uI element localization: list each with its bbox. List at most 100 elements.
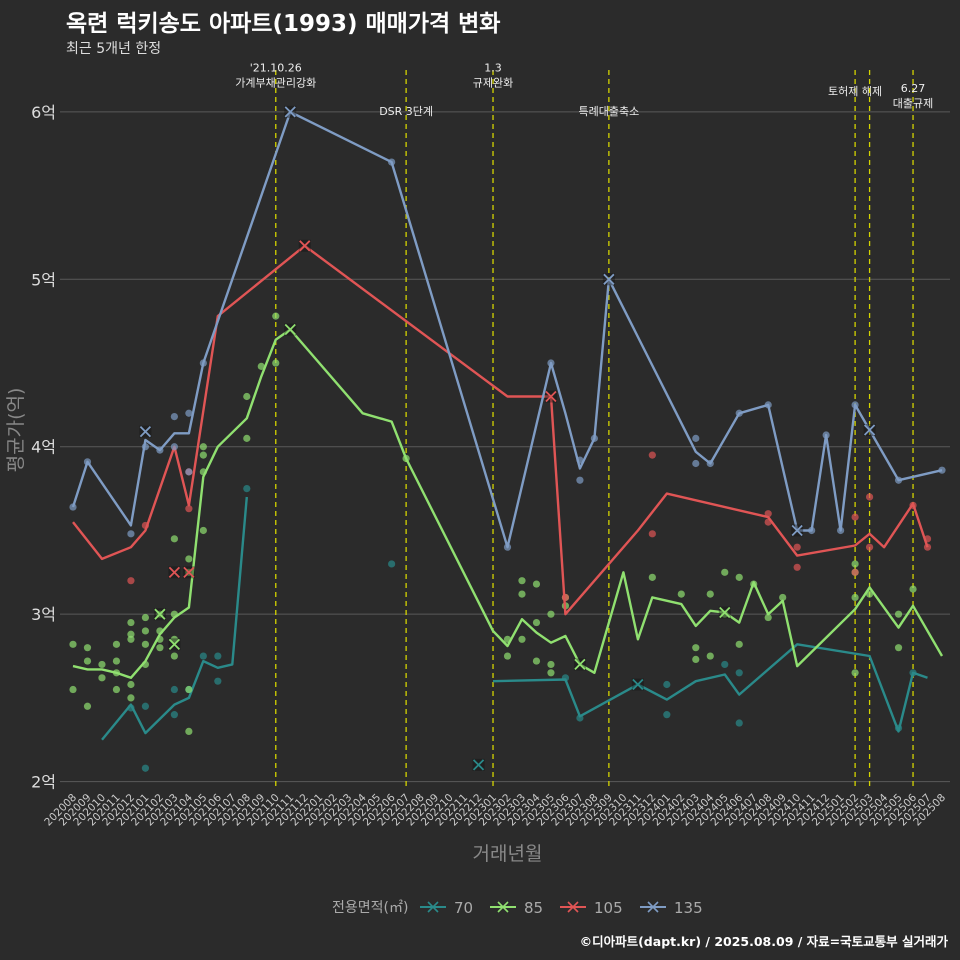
- x-marker-cross: [139, 426, 152, 438]
- data-point: [677, 590, 685, 598]
- data-point: [532, 580, 541, 588]
- data-point: [185, 685, 193, 694]
- legend-swatch-cross: [647, 901, 659, 913]
- data-point: [547, 610, 555, 618]
- x-marker-cross: [574, 658, 586, 671]
- data-point: [127, 635, 135, 643]
- data-point: [83, 657, 92, 665]
- event-label: 6.27 대출규제: [893, 82, 933, 110]
- x-marker-cross: [632, 678, 644, 691]
- series-line: [101, 496, 248, 741]
- data-point: [272, 312, 280, 320]
- data-point: [170, 443, 178, 451]
- data-point: [199, 526, 207, 535]
- x-marker-cross: [603, 273, 615, 285]
- data-point: [663, 711, 671, 719]
- data-point: [83, 702, 92, 710]
- x-marker-cross: [299, 240, 311, 252]
- series-line: [72, 328, 944, 679]
- legend-item-135: 135: [640, 899, 703, 917]
- x-marker-cross: [863, 424, 876, 436]
- y-tick-label: 5억: [31, 270, 56, 289]
- data-point: [185, 555, 193, 563]
- data-point: [199, 652, 207, 660]
- data-point: [547, 669, 555, 677]
- data-point: [127, 577, 135, 585]
- data-point: [272, 359, 280, 367]
- event-label-line: 가계부채관리강화: [235, 77, 316, 90]
- x-marker-cross: [791, 524, 803, 537]
- data-point: [735, 640, 743, 648]
- chart-title: 옥련 럭키송도 아파트(1993) 매매가격 변화: [66, 11, 501, 37]
- series-line: [72, 244, 929, 616]
- data-point: [98, 660, 106, 669]
- x-marker: [153, 608, 166, 621]
- data-point: [214, 677, 222, 685]
- data-point: [141, 613, 150, 622]
- data-point: [257, 362, 265, 370]
- event-label: '21.10.26 가계부채관리강화: [235, 62, 316, 90]
- data-point: [156, 644, 164, 652]
- x-marker: [284, 105, 297, 118]
- data-point: [503, 652, 512, 660]
- data-point: [170, 635, 178, 643]
- legend-item-105: 105: [560, 899, 623, 917]
- x-marker: [573, 658, 586, 671]
- data-point: [793, 563, 801, 571]
- data-point: [170, 711, 178, 719]
- data-point: [170, 535, 178, 543]
- x-marker: [631, 678, 644, 691]
- legend-title: 전용면적(㎡): [332, 900, 408, 916]
- event-label: 특례대출축소: [579, 105, 640, 118]
- data-point: [518, 590, 526, 598]
- source-credit: ©디아파트(dapt.kr) / 2025.08.09 / 자료=국토교통부 실…: [579, 934, 948, 949]
- data-point: [894, 644, 903, 652]
- event-label-line: 규제완화: [473, 77, 513, 90]
- legend-label: 105: [594, 899, 623, 917]
- data-point: [851, 593, 859, 602]
- data-point: [127, 694, 135, 702]
- data-point: [532, 657, 541, 665]
- series-135: [69, 105, 946, 551]
- x-marker: [298, 239, 311, 252]
- data-point: [185, 409, 193, 417]
- event-label-line: 대출규제: [893, 97, 933, 110]
- data-point: [692, 655, 700, 663]
- x-marker: [284, 323, 297, 336]
- data-point: [576, 476, 584, 484]
- data-point: [547, 660, 555, 669]
- x-marker: [544, 390, 557, 403]
- x-axis-label: 거래년월: [473, 843, 543, 865]
- data-point: [532, 618, 541, 627]
- data-point: [938, 466, 946, 474]
- data-point: [170, 685, 178, 694]
- x-marker: [718, 606, 731, 619]
- x-marker-cross: [284, 106, 296, 118]
- legend-label: 135: [674, 899, 703, 917]
- x-marker-cross: [545, 390, 557, 403]
- x-marker: [139, 425, 152, 438]
- x-marker-cross: [168, 638, 181, 650]
- x-marker: [182, 566, 195, 579]
- data-point: [127, 680, 135, 689]
- data-point: [141, 627, 150, 635]
- series-105: [72, 239, 932, 616]
- data-point: [127, 618, 135, 627]
- event-label-line: 특례대출축소: [579, 105, 640, 118]
- event-label-line: DSR 3단계: [379, 105, 433, 118]
- data-point: [518, 635, 526, 643]
- legend-label: 85: [524, 899, 543, 917]
- data-point: [199, 451, 207, 459]
- x-marker-cross: [154, 608, 166, 620]
- data-point: [518, 577, 526, 585]
- series-70: [101, 485, 928, 772]
- series-85: [69, 312, 944, 735]
- y-axis-label: 평균가(억): [5, 388, 27, 473]
- legend-swatch-cross: [427, 901, 439, 913]
- legend-label: 70: [454, 899, 473, 917]
- data-point: [214, 652, 222, 660]
- data-point: [779, 593, 787, 602]
- event-label: DSR 3단계: [379, 105, 433, 118]
- data-point: [648, 451, 656, 459]
